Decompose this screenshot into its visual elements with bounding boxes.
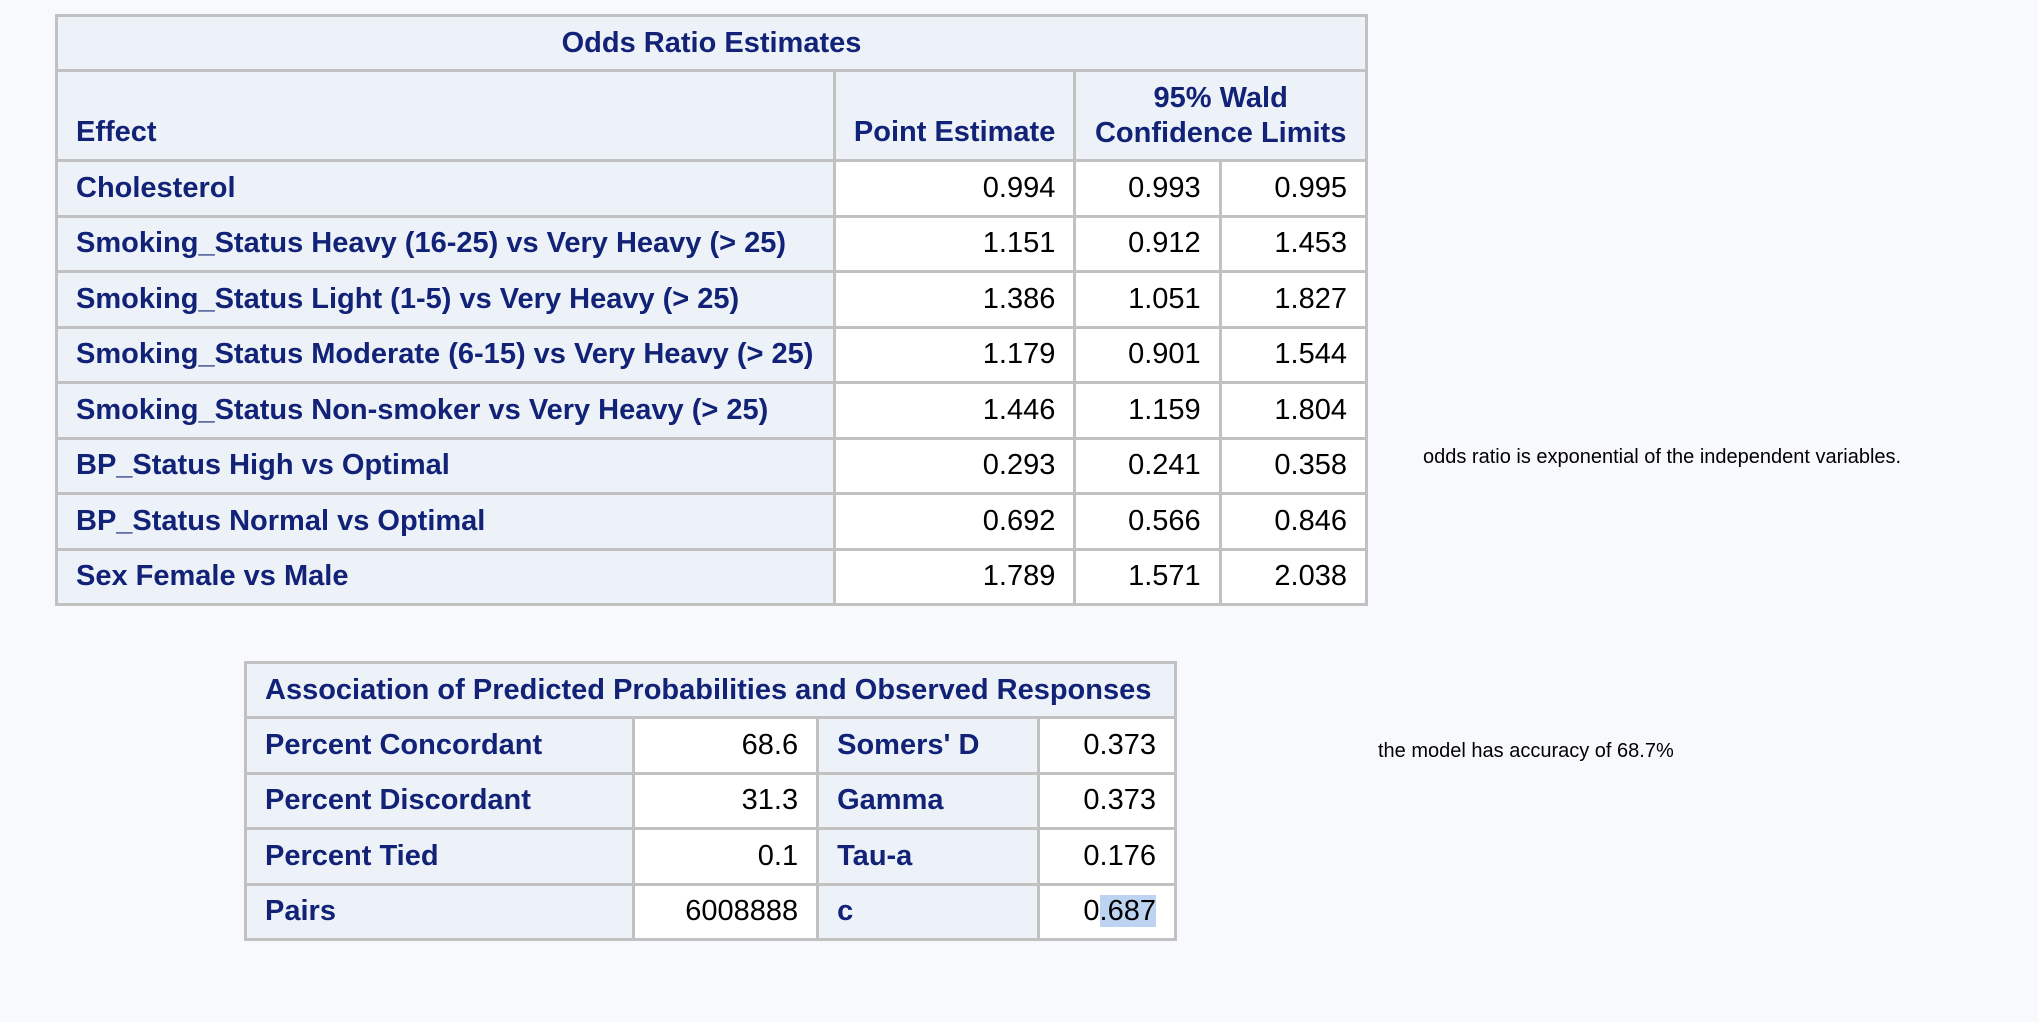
point-estimate-cell: 0.293 [832, 436, 1077, 495]
lower-limit-cell: 0.993 [1073, 159, 1222, 218]
statistic-label: Gamma [816, 771, 1041, 830]
c-value-prefix: 0 [1083, 895, 1100, 928]
upper-limit-cell: 2.038 [1218, 547, 1369, 606]
table-row: Smoking_Status Moderate (6-15) vs Very H… [55, 325, 1369, 384]
statistic-label: Pairs [244, 882, 635, 941]
effect-cell: Cholesterol [55, 159, 836, 218]
statistic-value: 0.176 [1037, 827, 1177, 886]
lower-limit-cell: 1.571 [1073, 547, 1222, 606]
upper-limit-cell: 1.827 [1218, 270, 1369, 329]
upper-limit-cell: 1.453 [1218, 214, 1369, 273]
point-estimate-cell: 0.692 [832, 492, 1077, 551]
upper-limit-cell: 1.544 [1218, 325, 1369, 384]
table-row: Percent Discordant 31.3 Gamma 0.373 [244, 771, 1177, 830]
upper-limit-cell: 1.804 [1218, 381, 1369, 440]
point-estimate-cell: 1.386 [832, 270, 1077, 329]
statistic-value: 0.1 [631, 827, 820, 886]
ci-header-line2: Confidence Limits [1094, 116, 1347, 149]
table-row: Percent Tied 0.1 Tau-a 0.176 [244, 827, 1177, 886]
effect-cell: Smoking_Status Non-smoker vs Very Heavy … [55, 381, 836, 440]
lower-limit-cell: 0.901 [1073, 325, 1222, 384]
odds-ratio-note: odds ratio is exponential of the indepen… [1423, 446, 1902, 468]
table-row: BP_Status Normal vs Optimal 0.692 0.566 … [55, 492, 1369, 551]
table-row: Sex Female vs Male 1.789 1.571 2.038 [55, 547, 1369, 606]
statistic-label: Somers' D [816, 716, 1041, 775]
statistic-value: 68.6 [631, 716, 820, 775]
table-row: BP_Status High vs Optimal 0.293 0.241 0.… [55, 436, 1369, 495]
statistic-value: 6008888 [631, 882, 820, 941]
effect-column-header: Effect [55, 69, 836, 162]
table-row: Cholesterol 0.994 0.993 0.995 [55, 159, 1369, 218]
statistic-value: 0.373 [1037, 771, 1177, 830]
lower-limit-cell: 0.566 [1073, 492, 1222, 551]
table-row: Pairs 6008888 c 0.687 [244, 882, 1177, 941]
effect-cell: Smoking_Status Moderate (6-15) vs Very H… [55, 325, 836, 384]
odds-table-title: Odds Ratio Estimates [55, 14, 1368, 72]
point-estimate-cell: 1.789 [832, 547, 1077, 606]
accuracy-note: the model has accuracy of 68.7% [1378, 740, 1674, 762]
c-statistic-value[interactable]: 0.687 [1037, 882, 1177, 941]
upper-limit-cell: 0.846 [1218, 492, 1369, 551]
association-table-title: Association of Predicted Probabilities a… [244, 661, 1177, 719]
lower-limit-cell: 0.912 [1073, 214, 1222, 273]
statistic-value: 31.3 [631, 771, 820, 830]
statistic-label: Percent Tied [244, 827, 635, 886]
point-estimate-cell: 1.151 [832, 214, 1077, 273]
statistic-label: Tau-a [816, 827, 1041, 886]
effect-cell: BP_Status Normal vs Optimal [55, 492, 836, 551]
upper-limit-cell: 0.995 [1218, 159, 1369, 218]
effect-cell: Smoking_Status Heavy (16-25) vs Very Hea… [55, 214, 836, 273]
statistic-label: Percent Discordant [244, 771, 635, 830]
lower-limit-cell: 1.159 [1073, 381, 1222, 440]
point-estimate-cell: 1.179 [832, 325, 1077, 384]
statistic-label: Percent Concordant [244, 716, 635, 775]
upper-limit-cell: 0.358 [1218, 436, 1369, 495]
statistic-label: c [816, 882, 1041, 941]
table-row: Smoking_Status Light (1-5) vs Very Heavy… [55, 270, 1369, 329]
lower-limit-cell: 1.051 [1073, 270, 1222, 329]
odds-ratio-estimates-table: Odds Ratio Estimates Effect Point Estima… [55, 14, 1369, 606]
statistic-value: 0.373 [1037, 716, 1177, 775]
effect-cell: BP_Status High vs Optimal [55, 436, 836, 495]
confidence-limits-column-header: 95% Wald Confidence Limits [1073, 69, 1368, 162]
lower-limit-cell: 0.241 [1073, 436, 1222, 495]
point-estimate-column-header: Point Estimate [832, 69, 1077, 162]
selected-text[interactable]: .687 [1099, 895, 1156, 928]
ci-header-line1: 95% Wald [1153, 81, 1288, 114]
table-row: Percent Concordant 68.6 Somers' D 0.373 [244, 716, 1177, 775]
effect-cell: Sex Female vs Male [55, 547, 836, 606]
table-row: Smoking_Status Non-smoker vs Very Heavy … [55, 381, 1369, 440]
table-row: Smoking_Status Heavy (16-25) vs Very Hea… [55, 214, 1369, 273]
effect-cell: Smoking_Status Light (1-5) vs Very Heavy… [55, 270, 836, 329]
point-estimate-cell: 0.994 [832, 159, 1077, 218]
point-estimate-cell: 1.446 [832, 381, 1077, 440]
association-table: Association of Predicted Probabilities a… [244, 661, 1177, 941]
